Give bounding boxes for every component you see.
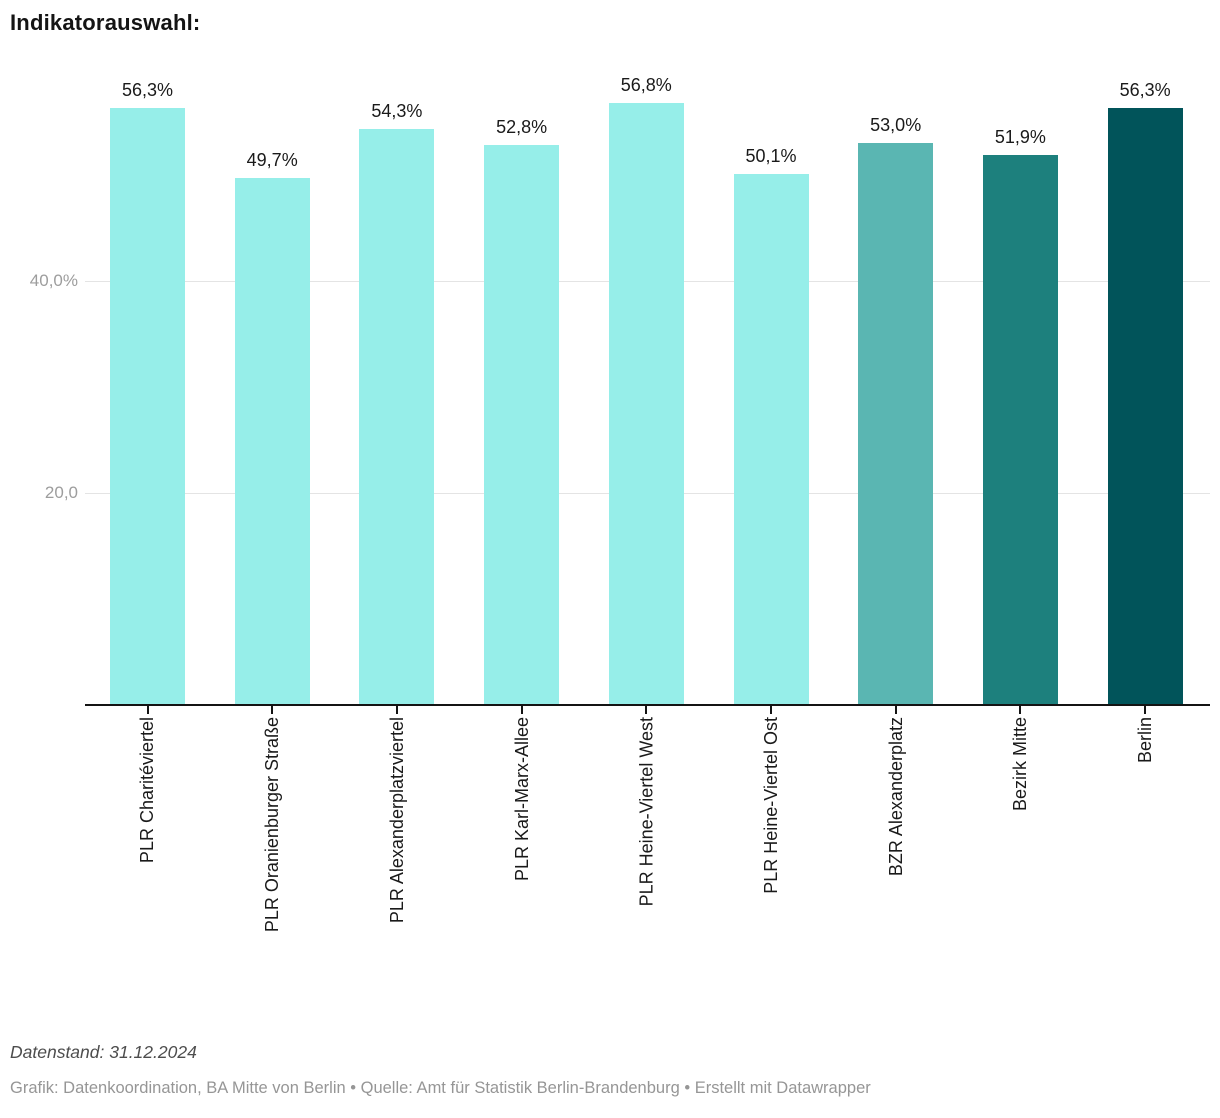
x-axis-tick — [271, 706, 274, 714]
x-axis-category-label-text: PLR Heine-Viertel Ost — [761, 717, 781, 894]
bar-value-label: 51,9% — [994, 126, 1046, 147]
x-axis-tick — [395, 706, 398, 714]
x-axis-category-label-text: Bezirk Mitte — [1010, 717, 1031, 812]
x-axis-tick — [520, 706, 523, 714]
x-axis-tick — [146, 706, 149, 714]
bar-bezirk-mitte[interactable] — [982, 154, 1058, 705]
x-axis-category-label-text: BZR Alexanderplatz — [885, 717, 906, 877]
bar-value-label: 54,3% — [371, 101, 423, 122]
bar-value-label: 56,3% — [121, 80, 174, 101]
bar-plr-heine-viertel-west[interactable] — [608, 102, 684, 705]
bar-value-label: 50,1% — [745, 145, 797, 166]
x-axis-tick — [1144, 706, 1147, 714]
bar-plr-alexanderplatzviertel[interactable] — [359, 129, 435, 705]
x-axis-category-label-text: PLR Heine-Viertel West — [636, 717, 657, 907]
x-axis-tick — [1019, 706, 1022, 714]
bar-value-label: 52,8% — [496, 117, 548, 138]
bar-plr-oranienburger-stra-e[interactable] — [234, 178, 310, 705]
bar-value-label: 49,7% — [246, 150, 298, 171]
bar-plr-karl-marx-allee[interactable] — [484, 145, 560, 705]
x-axis-tick — [894, 706, 897, 714]
x-axis-category-label-text: Berlin — [1135, 717, 1156, 764]
x-axis-tick — [645, 706, 648, 714]
chart-title: Indikatorauswahl: — [10, 10, 201, 35]
x-axis-line — [85, 704, 1210, 706]
bar-value-label: 56,3% — [1119, 80, 1171, 101]
x-axis-category-label-text: PLR Alexanderplatzviertel — [386, 717, 407, 924]
x-axis-category-label-text: PLR Charitéviertel — [137, 717, 158, 864]
bar-berlin[interactable] — [1107, 108, 1183, 705]
bar-bzr-alexanderplatz[interactable] — [858, 143, 934, 705]
data-status-note: Datenstand: 31.12.2024 — [10, 1042, 197, 1062]
y-axis-tick-label: 20,0 — [44, 483, 78, 502]
bar-plr-heine-viertel-ost[interactable] — [733, 173, 809, 705]
bar-value-label: 53,0% — [870, 115, 922, 136]
x-axis-category-label-text: PLR Karl-Marx-Allee — [511, 717, 532, 882]
bar-plr-charit-viertel[interactable] — [110, 108, 185, 705]
chart-credits: Grafik: Datenkoordination, BA Mitte von … — [10, 1079, 871, 1097]
bar-value-label: 56,8% — [620, 74, 672, 95]
x-axis-tick — [770, 706, 772, 714]
y-axis-tick-label: 40,0% — [29, 271, 78, 290]
x-axis-category-label-text: PLR Oranienburger Straße — [262, 717, 283, 933]
